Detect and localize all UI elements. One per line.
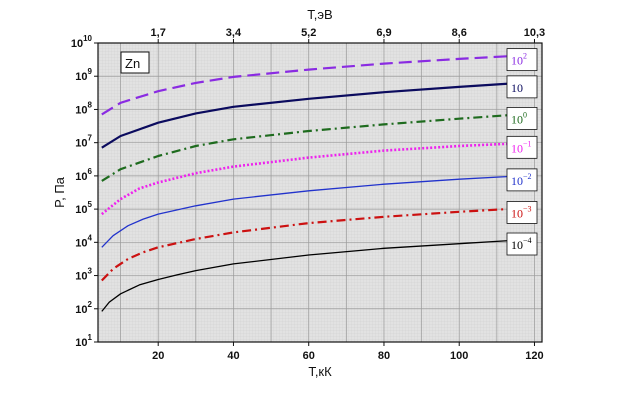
zn-annotation-box: Zn [120,51,150,74]
legend-exponent: −4 [523,236,532,245]
y-tick-label: 108 [75,100,92,116]
legend-label-2: 10 [511,81,523,95]
y-tick-exponent: 1 [88,333,93,342]
top-tick-label: 6,9 [376,27,391,39]
legend-exponent: −3 [523,204,532,213]
y-tick-label: 109 [75,67,92,83]
x-tick-label: 60 [303,350,315,362]
legend-box-1 [506,48,538,72]
y-tick-exponent: 2 [88,300,93,309]
plot-area [98,43,542,342]
y-tick-exponent: 5 [88,200,93,209]
x-tick-label: 20 [152,350,164,362]
legend-box-4 [506,135,538,159]
y-tick-label: 101 [75,333,92,349]
legend-exponent: 0 [523,110,527,119]
y-tick-label: 104 [75,233,92,249]
top-axis-label: T,эВ [307,7,332,22]
x-tick-label: 80 [378,350,390,362]
x-tick-label: 100 [450,350,468,362]
legend-exponent: −1 [523,139,532,148]
legend-exponent: 2 [523,52,527,61]
y-axis-label: P, Па [52,176,67,208]
y-tick-label: 1010 [71,34,93,50]
x-tick-label: 40 [227,350,239,362]
y-tick-exponent: 6 [88,167,93,176]
x-axis-label: T,кК [308,364,332,379]
top-tick-label: 8,6 [452,27,467,39]
series-line-1 [101,54,520,116]
x-tick-label: 120 [525,350,543,362]
top-tick-label: 1,7 [151,27,166,39]
legend-box-6 [506,201,538,224]
series-line-5 [101,175,520,248]
legend-box-2 [506,75,538,99]
y-tick-label: 105 [75,200,92,216]
top-tick-label: 10,3 [524,27,545,39]
y-tick-exponent: 7 [88,134,93,143]
series-line-7 [101,239,520,312]
y-tick-label: 103 [75,267,92,283]
series-line-2 [101,81,520,149]
y-tick-label: 102 [75,300,92,316]
legend-box-3 [506,107,538,130]
plot-frame [97,42,543,343]
zn-annotation: Zn [125,56,140,71]
legend-box-7 [506,232,538,256]
y-tick-exponent: 10 [83,34,92,43]
top-tick-label: 3,4 [226,27,242,39]
y-tick-label: 107 [75,134,92,150]
y-tick-exponent: 9 [88,67,93,76]
y-tick-label: 106 [75,167,92,183]
series-line-3 [101,113,520,182]
legend-box-5 [506,168,538,192]
y-tick-exponent: 8 [88,100,93,109]
y-tick-exponent: 3 [88,267,93,276]
series-group [100,54,520,312]
top-tick-label: 5,2 [301,27,316,39]
legend-exponent: −2 [523,172,532,181]
y-tick-exponent: 4 [88,233,93,242]
